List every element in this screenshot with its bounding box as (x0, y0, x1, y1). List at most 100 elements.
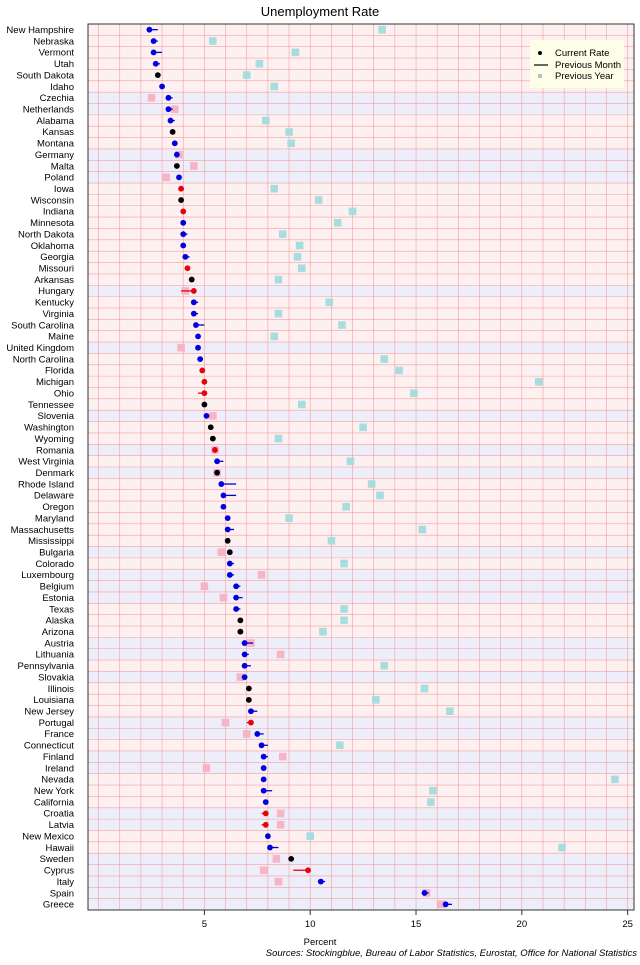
current-rate-point (262, 799, 269, 805)
row-band (88, 864, 634, 876)
current-rate-point (190, 310, 197, 317)
current-rate-point (237, 617, 244, 624)
y-tick-label: North Dakota (18, 229, 75, 240)
current-rate-point (197, 356, 204, 362)
y-tick-label: Georgia (40, 252, 75, 263)
previous-year-mark (340, 605, 348, 613)
current-rate-point (188, 276, 195, 283)
row-band (88, 262, 634, 274)
current-rate-point (233, 606, 240, 612)
row-band (88, 591, 634, 604)
y-tick-label: New York (34, 786, 74, 797)
y-tick-label: Denmark (35, 468, 74, 479)
y-tick-label: Sweden (40, 854, 74, 865)
current-rate-point (264, 833, 271, 840)
row-band (88, 569, 634, 581)
row-band (88, 841, 634, 854)
previous-year-mark (257, 571, 266, 579)
y-tick-label: Kentucky (35, 298, 74, 309)
y-tick-label: Malta (51, 161, 75, 172)
previous-year-mark (221, 718, 230, 727)
current-rate-point (173, 151, 180, 158)
row-band (88, 126, 634, 138)
y-tick-label: Iowa (54, 184, 75, 195)
previous-year-mark (558, 843, 566, 852)
current-rate-point (150, 49, 157, 56)
previous-year-mark (380, 355, 389, 363)
current-rate-point (262, 810, 269, 817)
previous-year-mark (340, 616, 348, 625)
y-tick-label: Italy (57, 877, 75, 888)
row-band (88, 35, 634, 47)
row-band (88, 285, 634, 297)
row-band (88, 296, 634, 308)
current-rate-point (421, 890, 428, 896)
y-tick-label: Arizona (42, 627, 75, 638)
current-rate-point (171, 140, 178, 147)
previous-year-mark (325, 298, 334, 307)
previous-year-mark (274, 309, 283, 318)
y-tick-label: Germany (35, 150, 74, 161)
horizontal-gridlines (88, 23, 634, 911)
legend-previous-year-label: Previous Year (555, 71, 614, 82)
row-band (88, 887, 634, 899)
y-tick-label: Nebraska (33, 36, 74, 47)
row-band (88, 273, 634, 286)
y-tick-label: New Mexico (22, 831, 74, 842)
current-rate-point (165, 94, 172, 101)
current-rate-point (209, 435, 216, 442)
current-rate-point (159, 83, 165, 90)
current-rate-point (233, 583, 240, 590)
current-rate-point (184, 265, 191, 272)
y-tick-label: Oregon (42, 502, 74, 513)
current-rate-point (220, 492, 227, 499)
x-tick-label: 5 (202, 919, 207, 930)
y-tick-label: Croatia (43, 809, 74, 820)
row-band (88, 785, 634, 797)
y-tick-label: Maine (48, 332, 74, 343)
row-band (88, 898, 634, 910)
data-marks (146, 25, 619, 909)
current-rate-point (178, 197, 185, 203)
row-band (88, 183, 634, 195)
row-bands (88, 24, 634, 910)
current-rate-point (180, 208, 187, 215)
y-tick-label: Maryland (35, 513, 74, 524)
y-tick-label: West Virginia (18, 457, 74, 468)
previous-year-mark (287, 139, 295, 148)
row-band (88, 557, 634, 570)
row-band (88, 728, 634, 740)
y-tick-label: California (34, 797, 75, 808)
row-band (88, 251, 634, 263)
previous-year-mark (395, 366, 403, 375)
current-rate-point (224, 526, 231, 533)
y-tick-label: Hawaii (45, 843, 74, 854)
y-tick-label: Nevada (41, 775, 74, 786)
y-tick-label: Hungary (38, 286, 74, 297)
previous-year-mark (242, 730, 251, 738)
x-tick-label: 25 (622, 919, 633, 930)
current-rate-point (193, 322, 199, 328)
current-rate-point (218, 481, 225, 487)
row-band (88, 353, 634, 365)
row-band (88, 24, 634, 36)
row-band (88, 546, 634, 558)
current-rate-point (178, 185, 185, 192)
y-tick-label: North Carolina (13, 354, 75, 365)
current-rate-point (207, 424, 214, 431)
y-tick-label: Missouri (39, 264, 74, 275)
current-rate-point (152, 60, 159, 67)
current-rate-point (226, 560, 233, 567)
row-band (88, 853, 634, 865)
current-rate-point (248, 719, 254, 726)
y-tick-label: Finland (43, 752, 74, 763)
previous-year-mark (259, 866, 268, 875)
current-rate-point (180, 219, 187, 226)
previous-year-mark (242, 71, 251, 79)
legend: Current Rate Previous Month Previous Yea… (530, 40, 624, 88)
row-band (88, 875, 634, 888)
y-tick-label: Latvia (49, 820, 75, 831)
y-tick-label: Mississippi (28, 536, 74, 547)
